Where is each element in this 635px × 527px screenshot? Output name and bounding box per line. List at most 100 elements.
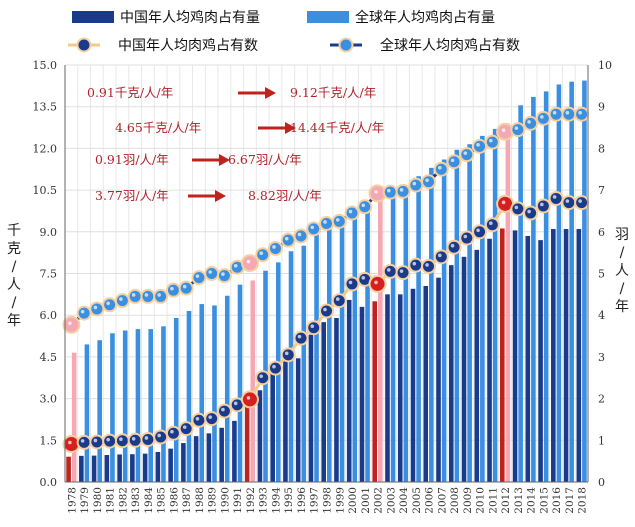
y-left-tick: 7.5 <box>40 268 58 281</box>
annotation-from: 3.77羽/人/年 <box>95 188 169 203</box>
point-marker <box>307 222 320 235</box>
bar-china-2017 <box>564 229 569 482</box>
point-global-1992 <box>242 255 258 271</box>
y-left-title-char: 年 <box>7 313 21 329</box>
point-shine <box>502 201 506 205</box>
bar-global-1983 <box>136 329 141 482</box>
point-shine <box>145 436 149 440</box>
point-marker <box>384 186 397 199</box>
point-marker <box>256 248 269 261</box>
x-tick: 2007 <box>436 487 448 514</box>
legend-marker <box>340 39 353 52</box>
bar-global-1990 <box>225 296 230 482</box>
bar-global-2015 <box>544 91 549 482</box>
point-marker <box>256 371 269 384</box>
bar-china-2009 <box>462 257 467 482</box>
point-shine <box>234 264 238 268</box>
point-shine <box>196 274 200 278</box>
bar-global-2011 <box>493 129 498 482</box>
bar-global-1991 <box>238 285 243 482</box>
point-shine <box>323 220 327 224</box>
point-shine <box>234 402 238 406</box>
point-china-1999 <box>333 294 346 307</box>
point-china-2002 <box>370 276 386 292</box>
x-tick: 2012 <box>500 487 512 514</box>
bar-china-1994 <box>270 372 275 482</box>
point-china-2009 <box>460 232 473 245</box>
y-left-tick: 0.0 <box>40 476 58 489</box>
point-marker <box>294 332 307 345</box>
point-china-2017 <box>562 196 575 209</box>
point-shine <box>285 237 289 241</box>
point-global-1995 <box>282 234 295 247</box>
point-china-1979 <box>78 436 91 449</box>
point-marker <box>448 241 461 254</box>
point-marker <box>562 108 575 121</box>
point-shine <box>157 293 161 297</box>
bar-china-1995 <box>283 361 288 482</box>
point-china-1996 <box>294 332 307 345</box>
bar-china-2014 <box>526 236 531 482</box>
point-shine <box>298 233 302 237</box>
bar-global-1999 <box>340 221 345 482</box>
y-left-tick: 6.0 <box>40 309 58 322</box>
point-china-1994 <box>269 362 282 375</box>
point-marker <box>358 200 371 213</box>
y-right-tick: 9 <box>598 101 605 114</box>
point-marker <box>486 218 499 231</box>
point-china-2010 <box>473 225 486 238</box>
point-shine <box>464 235 468 239</box>
point-global-2018 <box>575 108 588 121</box>
point-global-2001 <box>358 200 371 213</box>
legend-item-0: 中国年人均鸡肉占有量 <box>72 9 260 26</box>
x-tick: 1997 <box>309 487 321 514</box>
point-china-2014 <box>524 207 537 220</box>
point-global-2008 <box>448 155 461 168</box>
point-global-2007 <box>435 163 448 176</box>
x-tick: 2017 <box>564 487 576 514</box>
bar-china-2010 <box>474 250 479 482</box>
point-shine <box>527 120 531 124</box>
y-left-tick: 12.0 <box>33 142 58 155</box>
point-global-2005 <box>409 179 422 192</box>
bar-global-1985 <box>161 326 166 482</box>
point-shine <box>451 244 455 248</box>
y-right-tick: 2 <box>598 393 605 406</box>
point-marker <box>435 163 448 176</box>
point-global-1982 <box>116 294 129 307</box>
point-china-1990 <box>218 405 231 418</box>
point-shine <box>183 425 187 429</box>
y-left-tick: 9.0 <box>40 226 58 239</box>
x-tick: 2018 <box>577 487 589 514</box>
x-tick: 2014 <box>526 487 538 514</box>
point-marker <box>180 422 193 435</box>
x-tick: 1995 <box>283 487 295 514</box>
point-shine <box>374 190 378 194</box>
point-shine <box>361 203 365 207</box>
point-shine <box>323 308 327 312</box>
annotations: 0.91千克/人/年 9.12千克/人/年4.65千克/人/年 14.44千克/人/… <box>87 85 384 203</box>
x-tick: 1993 <box>258 487 270 514</box>
point-marker <box>269 242 282 255</box>
point-shine <box>259 374 263 378</box>
x-tick: 1987 <box>181 487 193 514</box>
y-left-tick: 10.5 <box>33 184 58 197</box>
x-tick: 1985 <box>156 487 168 514</box>
point-shine <box>221 408 225 412</box>
point-marker <box>524 117 537 130</box>
legend-marker <box>78 39 91 52</box>
point-global-1981 <box>103 298 116 311</box>
arrow-head <box>215 190 226 202</box>
y-left-tick: 3.0 <box>40 393 58 406</box>
point-marker <box>346 277 359 290</box>
point-marker <box>129 290 142 303</box>
legend-item-2: 中国年人均肉鸡占有数 <box>68 37 258 54</box>
point-shine <box>540 203 544 207</box>
point-china-1989 <box>205 412 218 425</box>
x-tick: 2003 <box>385 487 397 514</box>
bar-china-1997 <box>309 335 314 482</box>
point-global-1988 <box>192 271 205 284</box>
point-marker <box>460 148 473 161</box>
point-shine <box>412 262 416 266</box>
bar-global-1996 <box>301 246 306 482</box>
